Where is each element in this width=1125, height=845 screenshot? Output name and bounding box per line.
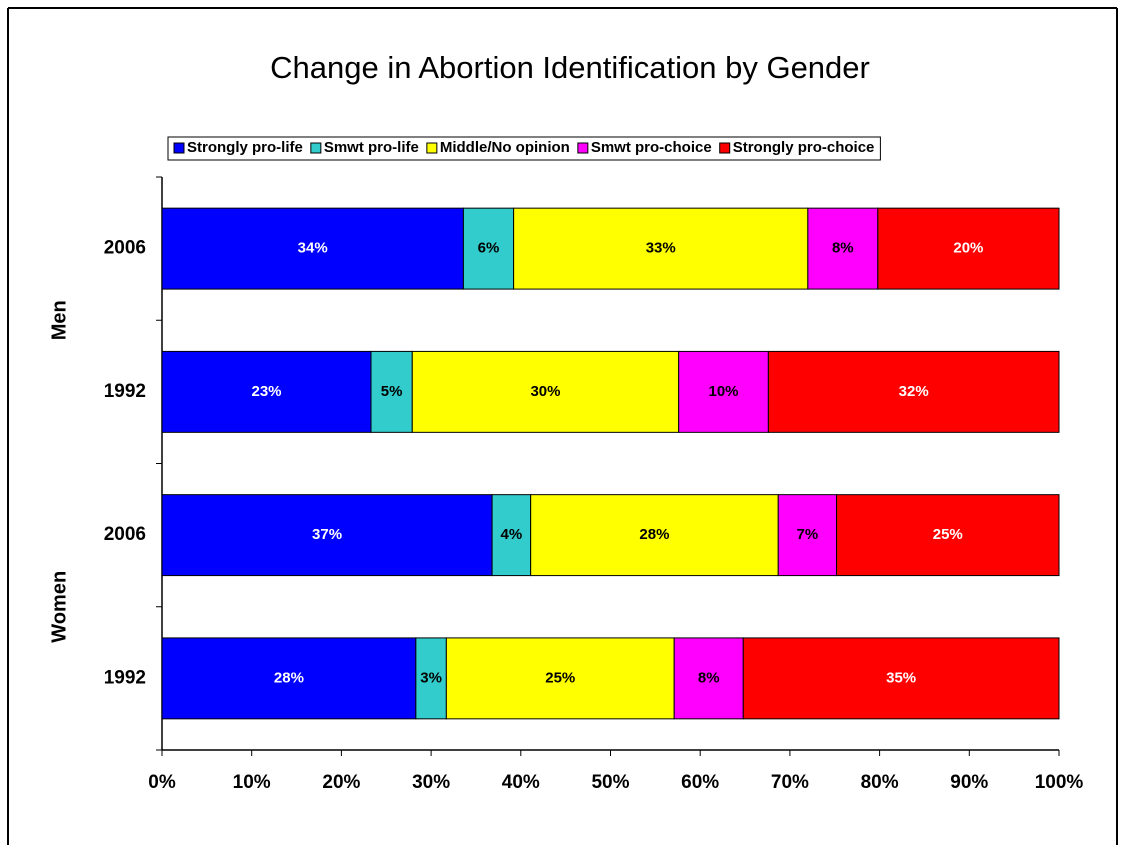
value-label: 37% bbox=[312, 526, 342, 543]
x-tick-label: 80% bbox=[861, 772, 899, 793]
value-label: 28% bbox=[639, 526, 669, 543]
bar-segment bbox=[513, 207, 809, 290]
legend-swatch bbox=[719, 142, 731, 154]
value-label: 33% bbox=[646, 240, 676, 257]
value-label: 23% bbox=[251, 383, 281, 400]
legend-label: Strongly pro-choice bbox=[733, 139, 875, 156]
legend-swatch bbox=[310, 142, 322, 154]
legend-swatch bbox=[577, 142, 589, 154]
y-tick-label: 1992 bbox=[104, 667, 146, 688]
value-label: 20% bbox=[953, 240, 983, 257]
legend: Strongly pro-life Smwt pro-life Middle/No … bbox=[167, 136, 881, 161]
legend-label: Middle/No opinion bbox=[440, 139, 570, 156]
value-label: 25% bbox=[545, 669, 575, 686]
x-tick-label: 40% bbox=[502, 772, 540, 793]
bar-segment bbox=[445, 637, 675, 720]
bar-segment bbox=[161, 494, 493, 577]
bar-segment bbox=[777, 494, 838, 577]
value-label: 4% bbox=[501, 526, 523, 543]
x-tick-label: 20% bbox=[322, 772, 360, 793]
bar-segment bbox=[836, 494, 1060, 577]
bar-segment bbox=[161, 637, 417, 720]
x-tick-label: 90% bbox=[950, 772, 988, 793]
bar-segment bbox=[742, 637, 1060, 720]
bar-segment bbox=[411, 350, 680, 433]
legend-label: Strongly pro-life bbox=[187, 139, 303, 156]
value-label: 8% bbox=[698, 669, 720, 686]
value-label: 35% bbox=[886, 669, 916, 686]
bar-segment bbox=[807, 207, 879, 290]
x-tick-label: 60% bbox=[681, 772, 719, 793]
x-tick-label: 100% bbox=[1035, 772, 1084, 793]
bar-segment bbox=[673, 637, 744, 720]
x-tick-label: 10% bbox=[233, 772, 271, 793]
chart-title: Change in Abortion Identification by Gen… bbox=[270, 50, 870, 85]
bar-segment bbox=[530, 494, 779, 577]
value-label: 10% bbox=[709, 383, 739, 400]
value-label: 28% bbox=[274, 669, 304, 686]
group-label: Women bbox=[48, 571, 70, 643]
value-label: 6% bbox=[478, 240, 500, 257]
bar-segment bbox=[415, 637, 447, 720]
value-label: 30% bbox=[530, 383, 560, 400]
x-tick-label: 70% bbox=[771, 772, 809, 793]
bar-segment bbox=[491, 494, 532, 577]
value-label: 7% bbox=[797, 526, 819, 543]
value-label: 25% bbox=[933, 526, 963, 543]
x-tick-label: 50% bbox=[591, 772, 629, 793]
group-label: Men bbox=[48, 300, 70, 340]
legend-label: Smwt pro-choice bbox=[591, 139, 712, 156]
y-tick-label: 2006 bbox=[104, 238, 146, 259]
value-label: 5% bbox=[381, 383, 403, 400]
bar-segment bbox=[877, 207, 1060, 290]
y-tick-label: 2006 bbox=[104, 524, 146, 545]
legend-box bbox=[167, 136, 881, 161]
value-label: 32% bbox=[899, 383, 929, 400]
x-tick-label: 0% bbox=[148, 772, 176, 793]
bar-segment bbox=[161, 350, 372, 433]
value-label: 34% bbox=[298, 240, 328, 257]
legend-label: Smwt pro-life bbox=[324, 139, 419, 156]
value-label: 3% bbox=[420, 669, 442, 686]
x-tick-label: 30% bbox=[412, 772, 450, 793]
legend-swatch bbox=[426, 142, 438, 154]
value-label: 8% bbox=[832, 240, 854, 257]
legend-swatch bbox=[173, 142, 185, 154]
y-tick-label: 1992 bbox=[104, 381, 146, 402]
bar-segment bbox=[767, 350, 1060, 433]
bar-segment bbox=[678, 350, 769, 433]
